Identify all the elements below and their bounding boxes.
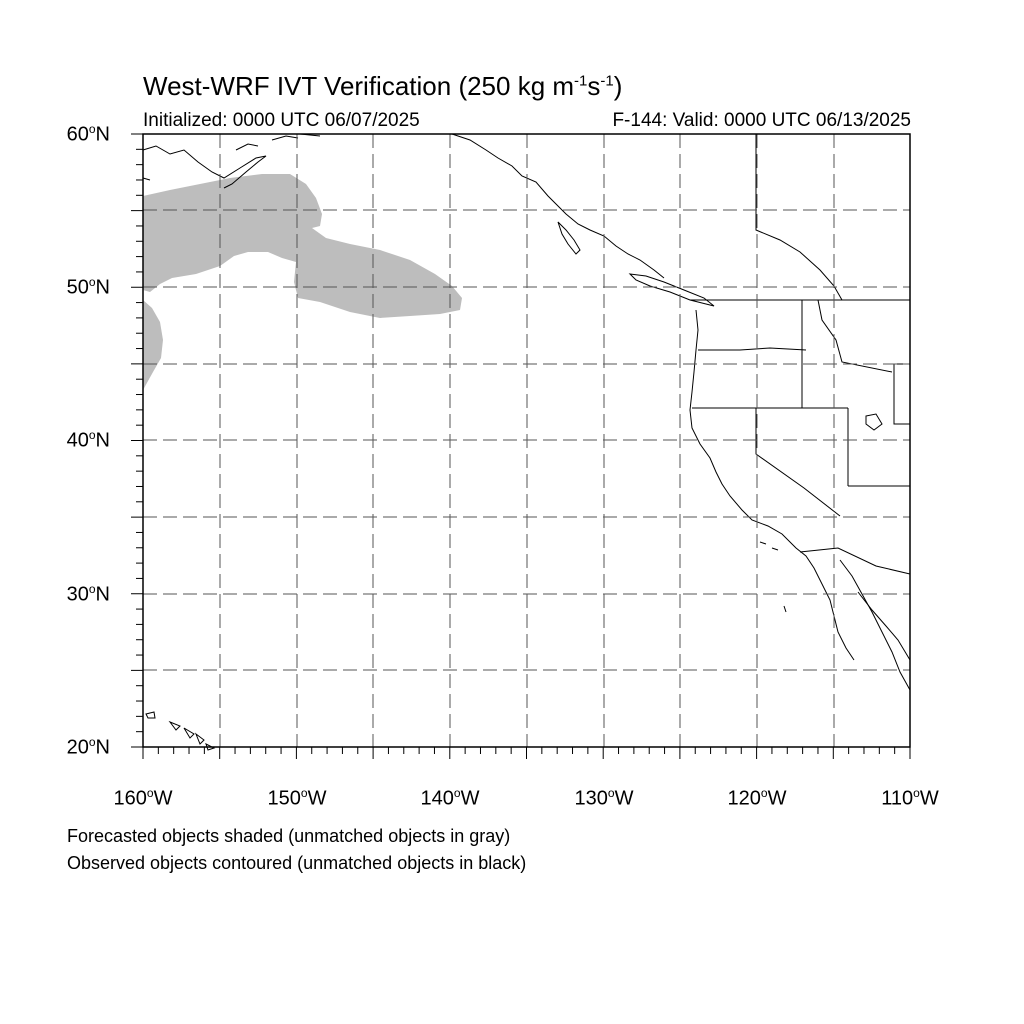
channel-islands [759,541,787,613]
note-forecast: Forecasted objects shaded (unmatched obj… [67,826,511,846]
alaska-coast [142,133,321,189]
forecast-object-gulf-of-alaska [143,174,462,318]
lon-label-140w: 140oW [420,786,480,810]
washington-oregon-border [698,347,807,351]
initialized-time: Initialized: 0000 UTC 06/07/2025 [143,110,420,131]
axis-ticks [131,133,911,759]
california-nevada-border [755,408,841,517]
hawaii-islands [145,711,216,751]
valid-time: F-144: Valid: 0000 UTC 06/13/2025 [612,110,911,131]
lat-label-50n: 50oN [66,275,110,299]
us-mexico-border [799,547,911,575]
lat-label-30n: 30oN [66,582,110,606]
mainland-mexico-coast [857,591,911,661]
lat-label-60n: 60oN [66,122,110,146]
lon-label-150w: 150oW [267,786,327,810]
map-title: West-WRF IVT Verification (250 kg m-1s-1… [143,71,623,101]
forecast-objects [143,174,462,390]
alaska-panhandle-coast [451,133,665,279]
lat-label-20n: 20oN [66,735,110,759]
lon-label-160w: 160oW [113,786,173,810]
lon-label-120w: 120oW [727,786,787,810]
haida-gwaii [557,221,581,255]
coastlines [142,133,911,751]
forecast-object-south-edge [143,300,163,390]
baja-east-coast [839,559,911,691]
us-west-coast [689,309,855,661]
note-observed: Observed objects contoured (unmatched ob… [67,853,527,873]
graticule [143,134,910,747]
idaho-montana-border [817,299,893,373]
lon-label-110w: 110oW [881,786,939,810]
vancouver-island [628,273,715,307]
lon-label-130w: 130oW [574,786,634,810]
lat-label-40n: 40oN [66,428,110,452]
great-salt-lake [865,413,883,431]
wyoming-box [893,363,911,425]
canada-provincial-border [755,134,843,301]
